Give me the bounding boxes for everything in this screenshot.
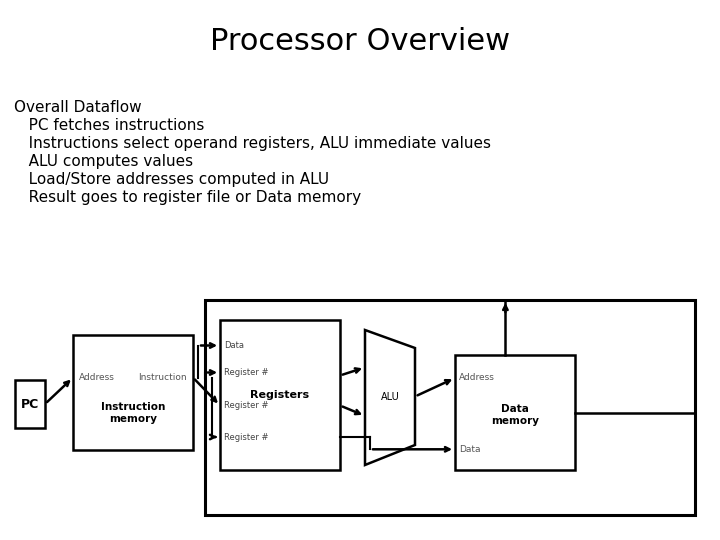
Text: Register #: Register # — [224, 368, 269, 377]
Text: Address: Address — [79, 373, 115, 382]
Text: Instructions select operand registers, ALU immediate values: Instructions select operand registers, A… — [14, 136, 491, 151]
Text: Register #: Register # — [224, 401, 269, 410]
Bar — [220, 320, 340, 470]
Text: Instruction: Instruction — [138, 373, 187, 382]
Polygon shape — [365, 330, 415, 465]
Bar — [15, 380, 45, 428]
Text: ALU computes values: ALU computes values — [14, 154, 193, 169]
Bar — [205, 300, 695, 515]
Text: ALU: ALU — [381, 393, 400, 402]
Text: Result goes to register file or Data memory: Result goes to register file or Data mem… — [14, 190, 361, 205]
Text: Overall Dataflow: Overall Dataflow — [14, 100, 142, 115]
Text: PC: PC — [21, 397, 39, 410]
Text: Processor Overview: Processor Overview — [210, 28, 510, 57]
Text: Data: Data — [224, 341, 244, 350]
Text: Data: Data — [459, 445, 480, 454]
Text: Instruction
memory: Instruction memory — [101, 402, 165, 424]
Text: Load/Store addresses computed in ALU: Load/Store addresses computed in ALU — [14, 172, 329, 187]
Bar — [73, 335, 193, 450]
Text: Address: Address — [459, 374, 495, 382]
Bar — [455, 355, 575, 470]
Text: Registers: Registers — [251, 390, 310, 400]
Text: PC fetches instructions: PC fetches instructions — [14, 118, 204, 133]
Text: Register #: Register # — [224, 433, 269, 442]
Text: Data
memory: Data memory — [491, 404, 539, 426]
